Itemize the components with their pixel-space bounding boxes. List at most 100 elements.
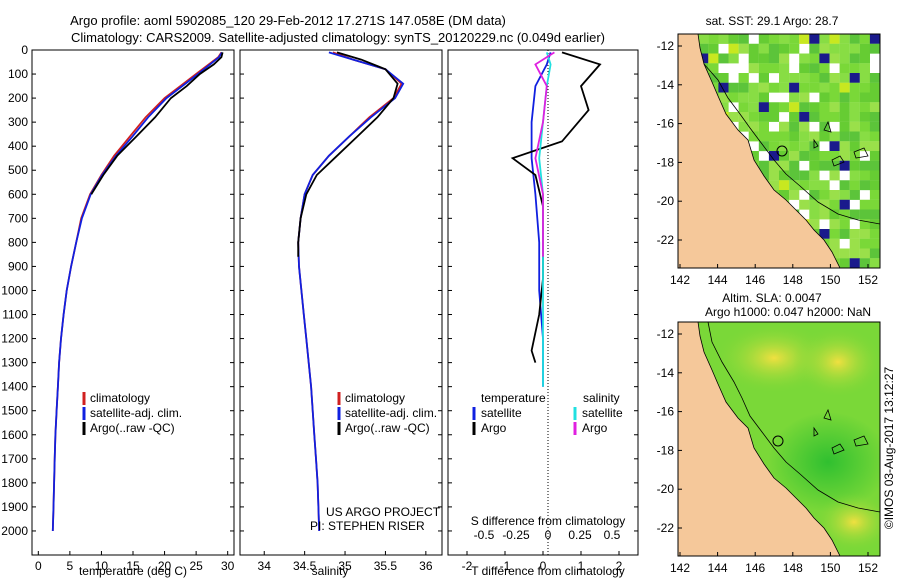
sst-cell xyxy=(849,121,860,132)
x-tick-label: 0 xyxy=(35,559,42,573)
sst-cell xyxy=(779,121,790,132)
x-tick-label: 2 xyxy=(616,559,623,573)
series-t-argo xyxy=(510,51,602,363)
sst-cell xyxy=(819,160,830,171)
sst-cell xyxy=(839,73,850,83)
legend-label-satellite: satellite-adj. clim. xyxy=(345,406,437,420)
sst-cell xyxy=(829,219,840,230)
sst-cell xyxy=(779,34,790,44)
sst-cell xyxy=(789,170,800,181)
sst-cell xyxy=(738,34,749,44)
sst-cell xyxy=(789,112,800,122)
y-tick-label: 1600 xyxy=(1,428,28,442)
temperature-legend: climatology satellite-adj. clim. Argo(..… xyxy=(82,391,182,435)
sst-cell xyxy=(768,34,780,44)
sst-cell xyxy=(789,43,800,54)
sst-cell xyxy=(869,43,880,54)
sst-cell xyxy=(789,121,800,132)
sla-low-anomaly xyxy=(768,412,880,512)
sst-cell xyxy=(869,160,880,171)
sst-cell xyxy=(869,199,880,210)
x-tick-label: 36 xyxy=(419,559,433,573)
sst-cell xyxy=(758,53,769,64)
legend-label-climatology: climatology xyxy=(345,391,405,405)
y-tick-label: 1900 xyxy=(1,500,28,514)
legend-label-argo: Argo(..raw -QC) xyxy=(345,421,430,435)
sst-cell xyxy=(849,112,860,122)
legend-label-t-argo: Argo xyxy=(481,421,507,435)
sst-cell xyxy=(708,34,719,44)
x-tick-label: 5 xyxy=(67,559,74,573)
x-tick-label: 35.5 xyxy=(374,559,398,573)
sst-cell xyxy=(708,73,719,83)
map-x-tick-label: 142 xyxy=(670,561,690,575)
sst-cell xyxy=(849,238,860,249)
sst-cell xyxy=(839,199,850,210)
sst-cell xyxy=(768,141,780,152)
sst-cell xyxy=(819,180,830,191)
sst-cell xyxy=(748,82,759,93)
y-tick-label: 600 xyxy=(8,187,28,201)
sst-cell xyxy=(799,102,810,113)
temperature-axes-frame xyxy=(31,49,235,556)
sst-cell xyxy=(779,190,790,200)
map-y-tick-label: -22 xyxy=(657,233,675,247)
sst-cell xyxy=(819,43,830,54)
sst-cell xyxy=(849,209,860,220)
map-y-tick-label: -14 xyxy=(657,78,675,92)
sst-cell xyxy=(779,131,790,142)
sst-cell xyxy=(809,219,820,230)
legend-label-t-satellite: satellite xyxy=(481,406,522,420)
sst-cell xyxy=(819,53,830,64)
sst-cell xyxy=(839,151,850,161)
sst-cell xyxy=(829,151,840,161)
sst-cell xyxy=(768,53,780,64)
x-tick-label: 25 xyxy=(189,559,203,573)
sst-cell xyxy=(849,151,860,161)
sst-cell xyxy=(789,131,800,142)
sst-cell xyxy=(869,82,880,93)
sst-cell xyxy=(819,92,830,103)
sst-cell xyxy=(859,229,870,239)
sst-cell xyxy=(789,160,800,171)
sst-cell xyxy=(829,43,840,54)
x-tick-label: 34.5 xyxy=(293,559,317,573)
sst-cell xyxy=(779,73,790,83)
top-x-tick-label: 0.5 xyxy=(604,528,621,542)
sst-cell xyxy=(768,112,780,122)
sst-cell xyxy=(849,248,860,259)
legend-label-argo: Argo(..raw -QC) xyxy=(90,421,175,435)
sst-cell xyxy=(829,82,840,93)
sst-cell xyxy=(789,92,800,103)
sst-cell xyxy=(829,112,840,122)
sst-cell xyxy=(789,73,800,83)
sst-cell xyxy=(859,43,870,54)
sst-cell xyxy=(809,34,820,44)
x-tick-label: 0 xyxy=(540,559,547,573)
sst-cell xyxy=(869,73,880,83)
sst-cell xyxy=(869,190,880,200)
difference-depth-ticks xyxy=(448,49,638,532)
sst-cell xyxy=(799,180,810,191)
salinity-x-axis: 34 34.5 35 35.5 36 xyxy=(258,551,433,573)
legend-label-s-satellite: satellite xyxy=(582,406,623,420)
y-tick-label: 900 xyxy=(8,259,28,273)
sst-cell xyxy=(758,73,769,83)
sst-cell xyxy=(728,34,739,44)
sst-cell xyxy=(819,209,830,220)
sst-cell xyxy=(819,151,830,161)
sst-cell xyxy=(799,141,810,152)
temperature-series xyxy=(51,51,224,532)
sst-cell xyxy=(849,92,860,103)
sst-cell xyxy=(799,121,810,132)
y-tick-label: 1800 xyxy=(1,476,28,490)
sst-cell xyxy=(869,229,880,239)
map-y-tick-label: -22 xyxy=(657,521,675,535)
sst-cell xyxy=(829,34,840,44)
sst-map-frame xyxy=(677,33,881,269)
temperature-panel: 0100200300400500600700800900100011001200… xyxy=(1,43,234,578)
sst-cell xyxy=(839,131,850,142)
y-tick-label: 400 xyxy=(8,139,28,153)
sst-cell xyxy=(859,199,870,210)
sst-cell xyxy=(718,102,729,113)
